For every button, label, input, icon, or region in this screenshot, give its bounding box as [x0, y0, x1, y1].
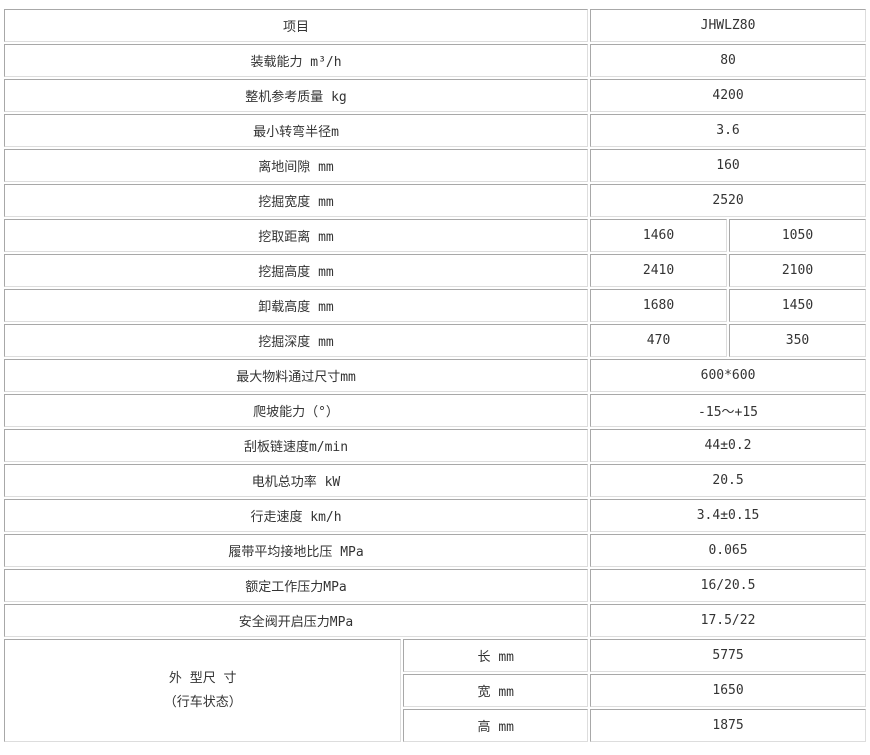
spec-value: 4200 [590, 79, 866, 112]
dimension-item-label: 长 mm [403, 639, 589, 672]
spec-row: 整机参考质量 kg 4200 [4, 79, 866, 112]
spec-label: 挖取距离 mm [4, 219, 589, 252]
spec-label: 电机总功率 kW [4, 464, 589, 497]
dimension-label-line2: （行车状态） [163, 694, 242, 710]
spec-row: 最小转弯半径m 3.6 [4, 114, 866, 147]
spec-label: 挖掘深度 mm [4, 324, 589, 357]
spec-value: 80 [590, 44, 866, 77]
spec-value: 2410 [590, 254, 728, 287]
dimension-item-value: 5775 [590, 639, 866, 672]
spec-row: 挖掘宽度 mm 2520 [4, 184, 866, 217]
spec-value: 3.6 [590, 114, 866, 147]
spec-value: JHWLZ80 [590, 9, 866, 42]
dimension-item-value: 1650 [590, 674, 866, 707]
spec-label: 卸载高度 mm [4, 289, 589, 322]
dimension-row: 高 mm 1875 [4, 709, 866, 742]
spec-label: 安全阀开启压力MPa [4, 604, 589, 637]
spec-row: 离地间隙 mm 160 [4, 149, 866, 182]
spec-value: 600*600 [590, 359, 866, 392]
spec-value: 1450 [729, 289, 866, 322]
spec-label: 离地间隙 mm [4, 149, 589, 182]
spec-row: 爬坡能力（°） -15～+15 [4, 394, 866, 427]
spec-row: 挖掘深度 mm 470 350 [4, 324, 866, 357]
spec-value: 350 [729, 324, 866, 357]
spec-value: 20.5 [590, 464, 866, 497]
spec-label: 整机参考质量 kg [4, 79, 589, 112]
spec-value: 3.4±0.15 [590, 499, 866, 532]
spec-label: 额定工作压力MPa [4, 569, 589, 602]
spec-label: 挖掘高度 mm [4, 254, 589, 287]
spec-value: 2520 [590, 184, 866, 217]
spec-value: 1680 [590, 289, 728, 322]
spec-value: 160 [590, 149, 866, 182]
spec-row: 挖掘高度 mm 2410 2100 [4, 254, 866, 287]
spec-row: 刮板链速度m/min 44±0.2 [4, 429, 866, 462]
spec-value: 44±0.2 [590, 429, 866, 462]
spec-value: 2100 [729, 254, 866, 287]
spec-row: 项目 JHWLZ80 [4, 9, 866, 42]
spec-label: 最小转弯半径m [4, 114, 589, 147]
dimension-row: 外 型尺 寸 （行车状态） 长 mm 5775 [4, 639, 866, 742]
dimension-item-label: 高 mm [403, 709, 589, 742]
spec-value: 0.065 [590, 534, 866, 567]
spec-row: 装载能力 m³/h 80 [4, 44, 866, 77]
spec-row: 最大物料通过尺寸mm 600*600 [4, 359, 866, 392]
dimension-item-label: 宽 mm [403, 674, 589, 707]
dimension-label-line1: 外 型尺 寸 [168, 670, 237, 686]
spec-label: 行走速度 km/h [4, 499, 589, 532]
spec-value: 17.5/22 [590, 604, 866, 637]
spec-row: 履带平均接地比压 MPa 0.065 [4, 534, 866, 567]
spec-row: 卸载高度 mm 1680 1450 [4, 289, 866, 322]
spec-value: 470 [590, 324, 728, 357]
spec-label: 最大物料通过尺寸mm [4, 359, 589, 392]
spec-row: 行走速度 km/h 3.4±0.15 [4, 499, 866, 532]
spec-label: 项目 [4, 9, 589, 42]
spec-table: 项目 JHWLZ80 装载能力 m³/h 80 整机参考质量 kg 4200 最小转弯半径m… [2, 7, 868, 744]
spec-label: 履带平均接地比压 MPa [4, 534, 589, 567]
spec-row: 电机总功率 kW 20.5 [4, 464, 866, 497]
spec-value: 1050 [729, 219, 866, 252]
spec-label: 刮板链速度m/min [4, 429, 589, 462]
spec-row: 安全阀开启压力MPa 17.5/22 [4, 604, 866, 637]
spec-label: 装载能力 m³/h [4, 44, 589, 77]
spec-label: 爬坡能力（°） [4, 394, 589, 427]
spec-value: 1460 [590, 219, 728, 252]
spec-row: 挖取距离 mm 1460 1050 [4, 219, 866, 252]
dimension-row: 宽 mm 1650 [4, 674, 866, 707]
spec-value: -15～+15 [590, 394, 866, 427]
dimension-label: 外 型尺 寸 （行车状态） [4, 639, 402, 742]
spec-value: 16/20.5 [590, 569, 866, 602]
spec-row: 额定工作压力MPa 16/20.5 [4, 569, 866, 602]
spec-label: 挖掘宽度 mm [4, 184, 589, 217]
dimension-item-value: 1875 [590, 709, 866, 742]
